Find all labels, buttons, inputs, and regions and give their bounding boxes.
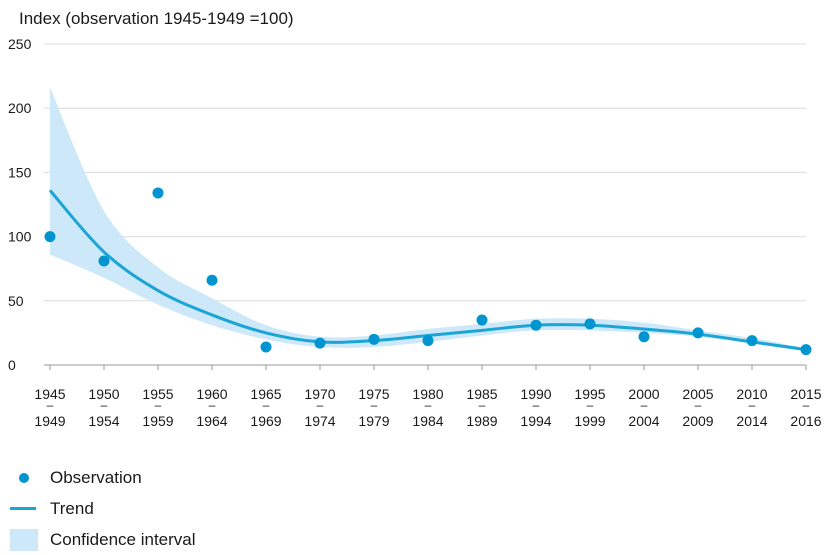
x-tick-label-start-2005: 2005 [682,386,713,402]
x-tick-label-separator: – [641,398,648,412]
x-tick-label-start-1965: 1965 [250,386,281,402]
observation-point-1965 [260,341,272,353]
x-tick-label-start-2015: 2015 [790,386,821,402]
x-tick-label-start-1955: 1955 [142,386,173,402]
x-tick-label-separator: – [425,398,432,412]
y-tick-label-50: 50 [8,293,24,309]
x-tick-label-end-2004: 2004 [628,413,659,429]
x-tick-label-end-1964: 1964 [196,413,227,429]
x-tick-label-separator: – [587,398,594,412]
observation-point-2015 [800,344,812,356]
legend-label-confidence-interval: Confidence interval [50,529,196,549]
y-axis-title: Index (observation 1945-1949 =100) [19,9,294,28]
legend-label-trend: Trend [50,498,94,518]
legend-item-confidence-interval: Confidence interval [10,524,196,555]
observation-point-2005 [692,327,704,339]
x-tick-label-start-1985: 1985 [466,386,497,402]
y-tick-label-250: 250 [8,36,32,52]
x-tick-label-end-2016: 2016 [790,413,821,429]
grid-lines [44,43,807,370]
trend-line-layer [48,189,807,352]
x-tick-label-start-1980: 1980 [412,386,443,402]
x-tick-label-separator: – [209,398,216,412]
x-tick-label-end-1959: 1959 [142,413,173,429]
x-tick-label-separator: – [317,398,324,412]
observation-point-1990 [530,319,542,331]
x-tick-label-end-2014: 2014 [736,413,767,429]
observation-point-2000 [638,331,650,343]
trend-line [48,189,807,352]
legend-item-trend: Trend [10,493,196,524]
y-tick-label-200: 200 [8,100,32,116]
y-tick-label-100: 100 [8,229,32,245]
x-tick-label-separator: – [101,398,108,412]
x-tick-label-separator: – [47,398,54,412]
x-tick-label-end-1979: 1979 [358,413,389,429]
observation-point-1995 [584,318,596,330]
x-tick-label-start-1970: 1970 [304,386,335,402]
observation-point-1975 [368,333,380,345]
x-tick-label-end-1949: 1949 [34,413,65,429]
observation-point-1980 [422,335,434,347]
x-tick-label-end-1974: 1974 [304,413,335,429]
x-tick-label-end-1984: 1984 [412,413,443,429]
legend-swatch-trend [10,507,44,510]
observation-points-layer [44,187,812,356]
observation-point-1970 [314,337,326,349]
x-tick-label-start-1945: 1945 [34,386,65,402]
x-tick-label-separator: – [749,398,756,412]
observation-point-1945 [44,231,56,243]
x-tick-label-start-1995: 1995 [574,386,605,402]
observation-point-2010 [746,335,758,347]
x-tick-label-start-1975: 1975 [358,386,389,402]
x-tick-label-start-2010: 2010 [736,386,767,402]
x-tick-label-start-1960: 1960 [196,386,227,402]
y-tick-labels: 0 50 100 150 200 250 [8,36,32,373]
confidence-band-layer [50,87,806,351]
legend-label-observation: Observation [50,467,142,487]
x-tick-label-start-2000: 2000 [628,386,659,402]
observation-point-1985 [476,314,488,326]
x-tick-label-end-2009: 2009 [682,413,713,429]
observation-point-1955 [152,187,164,199]
confidence-interval-band [50,87,806,351]
legend-swatch-confidence-interval [10,528,44,551]
x-tick-label-separator: – [263,398,270,412]
x-tick-label-separator: – [371,398,378,412]
observation-point-1950 [98,255,110,267]
x-tick-label-separator: – [479,398,486,412]
legend-item-observation: Observation [10,462,196,493]
x-tick-label-start-1950: 1950 [88,386,119,402]
x-tick-label-end-1994: 1994 [520,413,551,429]
legend-swatch-observation [10,472,44,483]
y-tick-label-0: 0 [8,357,16,373]
x-tick-label-end-1999: 1999 [574,413,605,429]
x-tick-label-end-1954: 1954 [88,413,119,429]
x-tick-label-end-1989: 1989 [466,413,497,429]
x-tick-label-end-1969: 1969 [250,413,281,429]
x-tick-labels: 1945–19491950–19541955–19591960–19641965… [34,386,821,429]
legend: Observation Trend Confidence interval [10,462,196,555]
x-tick-label-separator: – [155,398,162,412]
x-tick-label-separator: – [803,398,810,412]
x-tick-label-start-1990: 1990 [520,386,551,402]
x-tick-label-separator: – [695,398,702,412]
y-tick-label-150: 150 [8,164,32,180]
x-tick-label-separator: – [533,398,540,412]
observation-point-1960 [206,274,218,286]
